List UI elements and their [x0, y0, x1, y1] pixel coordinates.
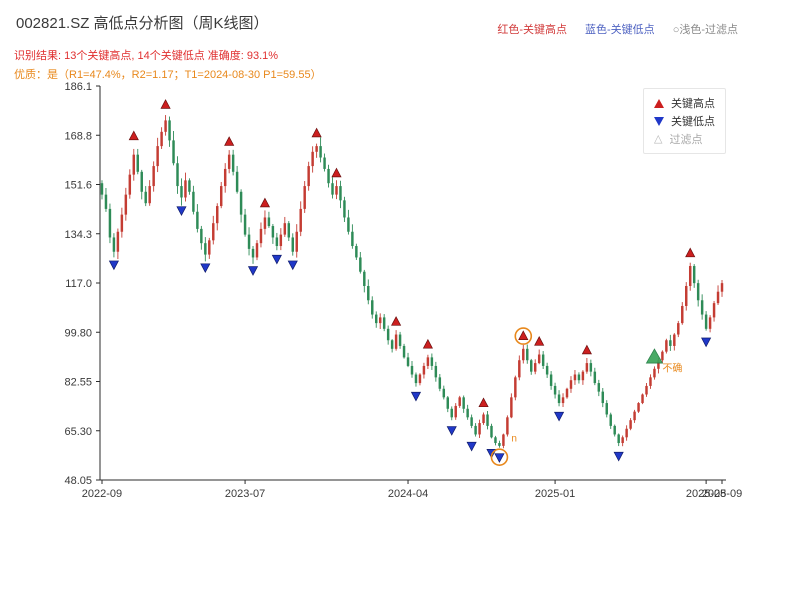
- legend-label: 关键高点: [671, 98, 715, 110]
- color-key-low-label: 蓝色-关键低点: [585, 24, 655, 36]
- svg-text:151.6: 151.6: [64, 180, 92, 192]
- svg-text:99.80: 99.80: [64, 327, 92, 339]
- svg-text:不确: 不确: [662, 362, 682, 375]
- svg-text:2023-07: 2023-07: [225, 488, 265, 500]
- color-key-high-label: 红色-关键高点: [497, 24, 568, 36]
- hollow-triangle-icon: △: [654, 132, 663, 145]
- svg-text:2022-09: 2022-09: [82, 488, 122, 500]
- svg-text:82.55: 82.55: [64, 377, 92, 389]
- svg-text:65.30: 65.30: [64, 426, 92, 438]
- svg-text:2025-08: 2025-08: [686, 488, 726, 500]
- chart-canvas: 48.05 65.30 82.55 99.80 117.0 134.3 151.6 168.8…: [64, 81, 742, 500]
- recognition-result-text: 识别结果: 13个关键高点, 14个关键低点 准确度: 93.1%: [14, 50, 279, 62]
- page-title: 002821.SZ 高低点分析图（周K线图）: [16, 15, 269, 32]
- quality-summary-text: 优质：是（R1=47.4%，R2=1.17；T1=2024-08-30 P1=5…: [14, 69, 322, 81]
- color-key: 红色-关键高点 蓝色-关键低点 ○浅色-过滤点: [497, 21, 738, 37]
- legend-item-key-low: 关键低点: [654, 112, 715, 130]
- svg-text:n: n: [511, 434, 517, 445]
- svg-text:168.8: 168.8: [64, 130, 92, 142]
- svg-text:2025-01: 2025-01: [535, 488, 575, 500]
- svg-text:2024-04: 2024-04: [388, 488, 428, 500]
- svg-text:186.1: 186.1: [64, 81, 92, 93]
- legend-label: 过滤点: [669, 134, 703, 146]
- svg-text:48.05: 48.05: [64, 475, 92, 487]
- legend-item-key-high: 关键高点: [654, 94, 715, 112]
- legend-item-filtered: △ 过滤点: [654, 130, 715, 148]
- svg-text:2025-09: 2025-09: [702, 488, 742, 500]
- chart-legend: 关键高点 关键低点 △ 过滤点: [643, 88, 726, 154]
- red-up-triangle-icon: [654, 98, 664, 108]
- svg-text:134.3: 134.3: [64, 229, 92, 241]
- blue-down-triangle-icon: [654, 116, 664, 126]
- svg-text:117.0: 117.0: [65, 278, 92, 290]
- color-key-filtered-label: ○浅色-过滤点: [672, 24, 738, 36]
- legend-label: 关键低点: [671, 116, 715, 128]
